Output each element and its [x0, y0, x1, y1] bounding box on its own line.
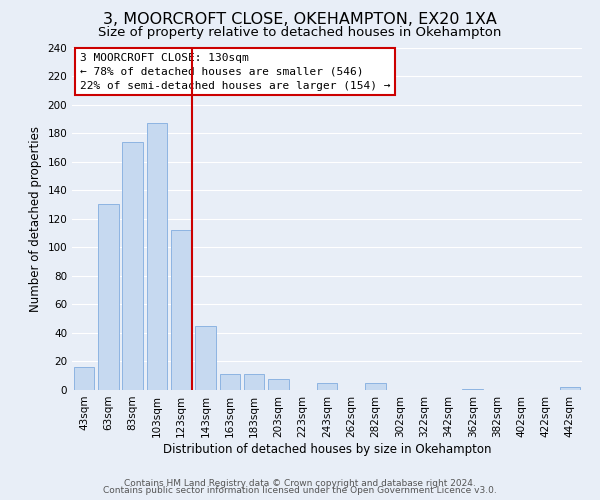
X-axis label: Distribution of detached houses by size in Okehampton: Distribution of detached houses by size …: [163, 442, 491, 456]
Text: 3, MOORCROFT CLOSE, OKEHAMPTON, EX20 1XA: 3, MOORCROFT CLOSE, OKEHAMPTON, EX20 1XA: [103, 12, 497, 28]
Bar: [268, 378, 289, 390]
Text: 3 MOORCROFT CLOSE: 130sqm
← 78% of detached houses are smaller (546)
22% of semi: 3 MOORCROFT CLOSE: 130sqm ← 78% of detac…: [80, 52, 390, 90]
Bar: [195, 326, 216, 390]
Bar: [98, 204, 119, 390]
Bar: [171, 230, 191, 390]
Bar: [220, 374, 240, 390]
Bar: [74, 367, 94, 390]
Text: Size of property relative to detached houses in Okehampton: Size of property relative to detached ho…: [98, 26, 502, 39]
Bar: [317, 383, 337, 390]
Y-axis label: Number of detached properties: Number of detached properties: [29, 126, 42, 312]
Bar: [365, 383, 386, 390]
Text: Contains public sector information licensed under the Open Government Licence v3: Contains public sector information licen…: [103, 486, 497, 495]
Bar: [560, 387, 580, 390]
Text: Contains HM Land Registry data © Crown copyright and database right 2024.: Contains HM Land Registry data © Crown c…: [124, 478, 476, 488]
Bar: [463, 388, 483, 390]
Bar: [146, 123, 167, 390]
Bar: [244, 374, 265, 390]
Bar: [122, 142, 143, 390]
